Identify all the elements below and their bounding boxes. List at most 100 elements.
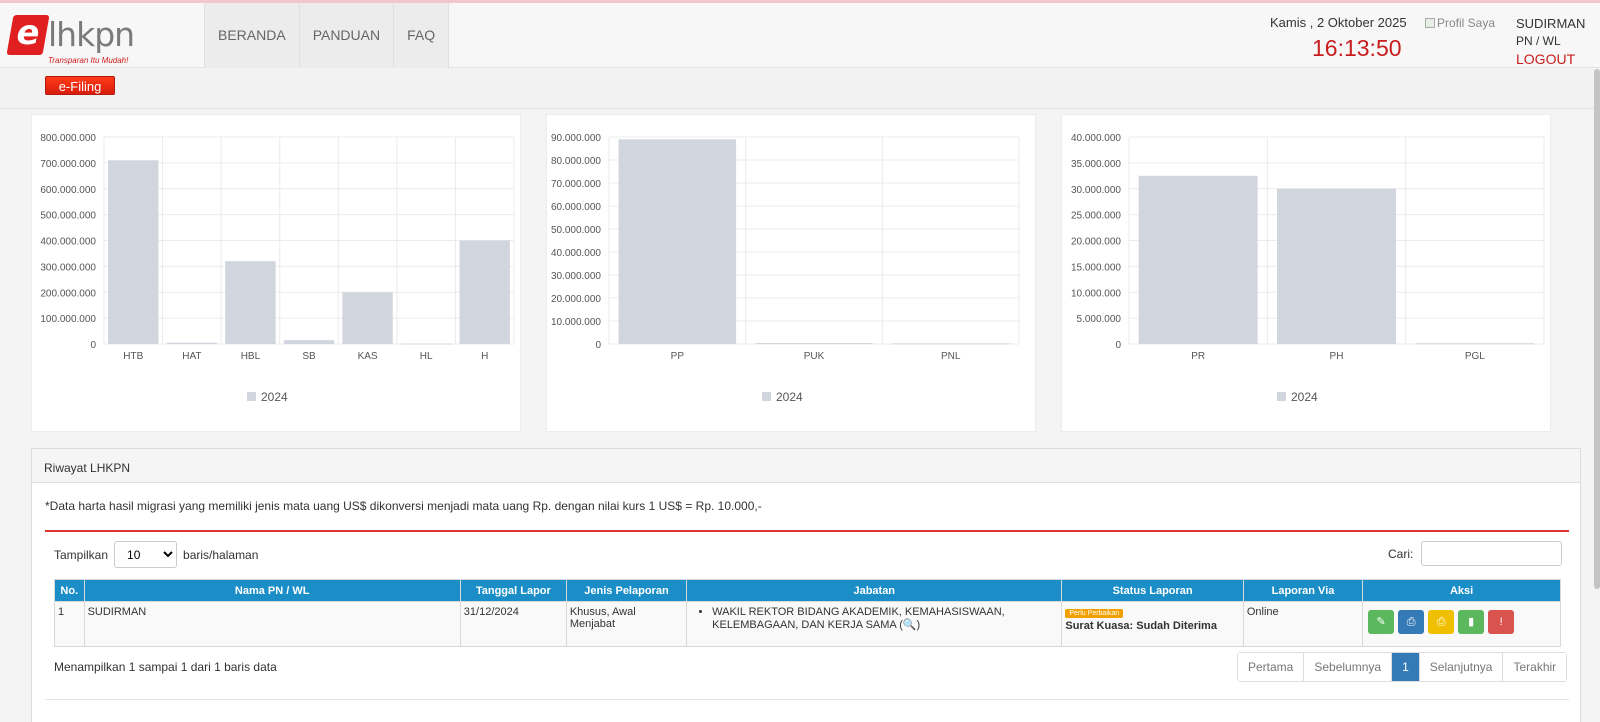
pager-next[interactable]: Selanjutnya xyxy=(1418,653,1503,681)
logo-wordmark: lhkpn xyxy=(48,15,135,54)
y-tick-label: 50.000.000 xyxy=(551,225,601,236)
bar-pp[interactable] xyxy=(618,139,737,344)
riwayat-title: Riwayat LHKPN xyxy=(32,449,1580,483)
y-tick-label: 20.000.000 xyxy=(551,294,601,305)
page-length-select[interactable]: 10 xyxy=(114,541,178,568)
document-icon: ▮ xyxy=(1468,616,1475,628)
alert-icon: ! xyxy=(1499,616,1503,628)
nav-panduan[interactable]: PANDUAN xyxy=(299,3,395,68)
pager-prev[interactable]: Sebelumnya xyxy=(1303,653,1392,681)
cell-status: Perlu Perbaikan Surat Kuasa: Sudah Diter… xyxy=(1061,601,1244,647)
legend-label[interactable]: 2024 xyxy=(776,390,803,404)
x-tick-label: PGL xyxy=(1465,351,1485,362)
y-tick-label: 30.000.000 xyxy=(1071,185,1121,196)
top-accent-line xyxy=(0,0,1600,3)
legend-swatch[interactable] xyxy=(762,392,771,401)
profile-image-alt: Profil Saya xyxy=(1437,16,1496,30)
print-icon: ⎙ xyxy=(1406,616,1416,628)
chart-penerimaan: 90.000.000 80.000.000 70.000.000 60.000.000… xyxy=(546,114,1036,432)
pager-first[interactable]: Pertama xyxy=(1238,653,1304,681)
bar-h[interactable] xyxy=(459,240,510,345)
bar-puk[interactable] xyxy=(755,343,873,345)
y-tick-label: 30.000.000 xyxy=(551,271,601,282)
cell-nama: SUDIRMAN xyxy=(83,601,461,647)
col-via[interactable]: Laporan Via xyxy=(1242,579,1364,602)
y-tick-label: 400.000.000 xyxy=(40,237,96,248)
print-button[interactable]: ⎙ xyxy=(1398,610,1425,634)
x-tick-label: HBL xyxy=(241,351,261,362)
efiling-button[interactable]: e-Filing xyxy=(45,76,115,95)
x-tick-label: PR xyxy=(1191,351,1205,362)
jabatan-item: WAKIL REKTOR BIDANG AKADEMIK, KEMAHASISW… xyxy=(712,606,1058,631)
y-tick-label: 0 xyxy=(1115,340,1121,351)
show-label: Tampilkan xyxy=(54,547,109,562)
col-status[interactable]: Status Laporan xyxy=(1061,579,1244,602)
y-tick-label: 500.000.000 xyxy=(40,211,96,222)
pager-page-1[interactable]: 1 xyxy=(1391,653,1419,681)
nav-beranda[interactable]: BERANDA xyxy=(204,3,300,68)
bar-hbl[interactable] xyxy=(225,261,276,344)
sub-toolbar: e-Filing xyxy=(0,69,1595,109)
legend-swatch[interactable] xyxy=(1277,392,1286,401)
bar-hat[interactable] xyxy=(166,342,218,344)
y-tick-label: 20.000.000 xyxy=(1071,237,1121,248)
x-tick-label: SB xyxy=(302,351,316,362)
current-date: Kamis , 2 Oktober 2025 xyxy=(1270,15,1407,30)
riwayat-panel: Riwayat LHKPN *Data harta hasil migrasi … xyxy=(31,448,1581,722)
bar-hl[interactable] xyxy=(400,343,452,345)
y-tick-label: 60.000.000 xyxy=(551,202,601,213)
legend-label[interactable]: 2024 xyxy=(261,390,288,404)
y-tick-label: 40.000.000 xyxy=(1071,133,1121,144)
bar-kas[interactable] xyxy=(342,292,393,344)
bar-pgl[interactable] xyxy=(1415,343,1535,345)
y-tick-label: 10.000.000 xyxy=(551,317,601,328)
bar-pnl[interactable] xyxy=(891,343,1010,345)
col-jabatan[interactable]: Jabatan xyxy=(686,579,1063,602)
surat-kuasa-status: Surat Kuasa: Sudah Diterima xyxy=(1065,620,1217,632)
bar-htb[interactable] xyxy=(108,160,159,344)
bar-ph[interactable] xyxy=(1277,188,1396,344)
search-label: Cari: xyxy=(1388,546,1414,561)
cell-jenis: Khusus, Awal Menjabat xyxy=(565,601,688,647)
y-tick-label: 100.000.000 xyxy=(40,314,96,325)
col-no[interactable]: No. xyxy=(54,579,85,602)
x-tick-label: H xyxy=(481,351,488,362)
y-tick-label: 800.000.000 xyxy=(40,133,96,144)
main-nav: BERANDA PANDUAN FAQ xyxy=(204,3,450,68)
logout-link[interactable]: LOGOUT xyxy=(1516,51,1576,67)
cell-via: Online xyxy=(1242,601,1364,647)
chart-svg: 90.000.000 80.000.000 70.000.000 60.000.000… xyxy=(551,133,1020,404)
print-alt-button[interactable]: ⎙ xyxy=(1428,610,1455,634)
y-tick-label: 80.000.000 xyxy=(551,156,601,167)
y-tick-label: 700.000.000 xyxy=(40,159,96,170)
col-tanggal[interactable]: Tanggal Lapor xyxy=(459,579,567,602)
y-tick-label: 300.000.000 xyxy=(40,262,96,273)
profile-image[interactable]: Profil Saya xyxy=(1425,16,1495,30)
cell-aksi: ✎ ⎙ ⎙ ▮! xyxy=(1362,601,1561,647)
bar-sb[interactable] xyxy=(283,340,335,344)
y-tick-label: 90.000.000 xyxy=(551,133,601,144)
user-name: SUDIRMAN xyxy=(1516,16,1586,31)
edit-button[interactable]: ✎ xyxy=(1368,610,1395,634)
legend-swatch[interactable] xyxy=(247,392,256,401)
legend-label[interactable]: 2024 xyxy=(1291,390,1318,404)
x-tick-label: PP xyxy=(671,351,685,362)
page-scrollbar[interactable] xyxy=(1594,69,1600,589)
broken-image-icon xyxy=(1425,18,1435,28)
col-nama[interactable]: Nama PN / WL xyxy=(83,579,461,602)
currency-note: *Data harta hasil migrasi yang memiliki … xyxy=(45,499,762,513)
user-role: PN / WL xyxy=(1516,34,1561,48)
edit-icon: ✎ xyxy=(1376,616,1386,628)
alert-button[interactable]: ! xyxy=(1488,610,1515,634)
search-input[interactable] xyxy=(1421,541,1563,566)
chart-harta: 800.000.000 700.000.000 600.000.000 500.000… xyxy=(31,114,521,432)
x-tick-label: PNL xyxy=(941,351,961,362)
col-jenis[interactable]: Jenis Pelaporan xyxy=(565,579,688,602)
pager-last[interactable]: Terakhir xyxy=(1502,653,1567,681)
elhkpn-logo[interactable]: e lhkpn Transparan Itu Mudah! xyxy=(6,13,138,68)
bar-pr[interactable] xyxy=(1138,175,1258,344)
document-button[interactable]: ▮ xyxy=(1458,610,1485,634)
chart-pengeluaran: 40.000.000 35.000.000 30.000.000 25.000.000… xyxy=(1061,114,1551,432)
page-length-control: Tampilkan 10 baris/halaman xyxy=(54,541,258,568)
nav-faq[interactable]: FAQ xyxy=(394,3,450,68)
